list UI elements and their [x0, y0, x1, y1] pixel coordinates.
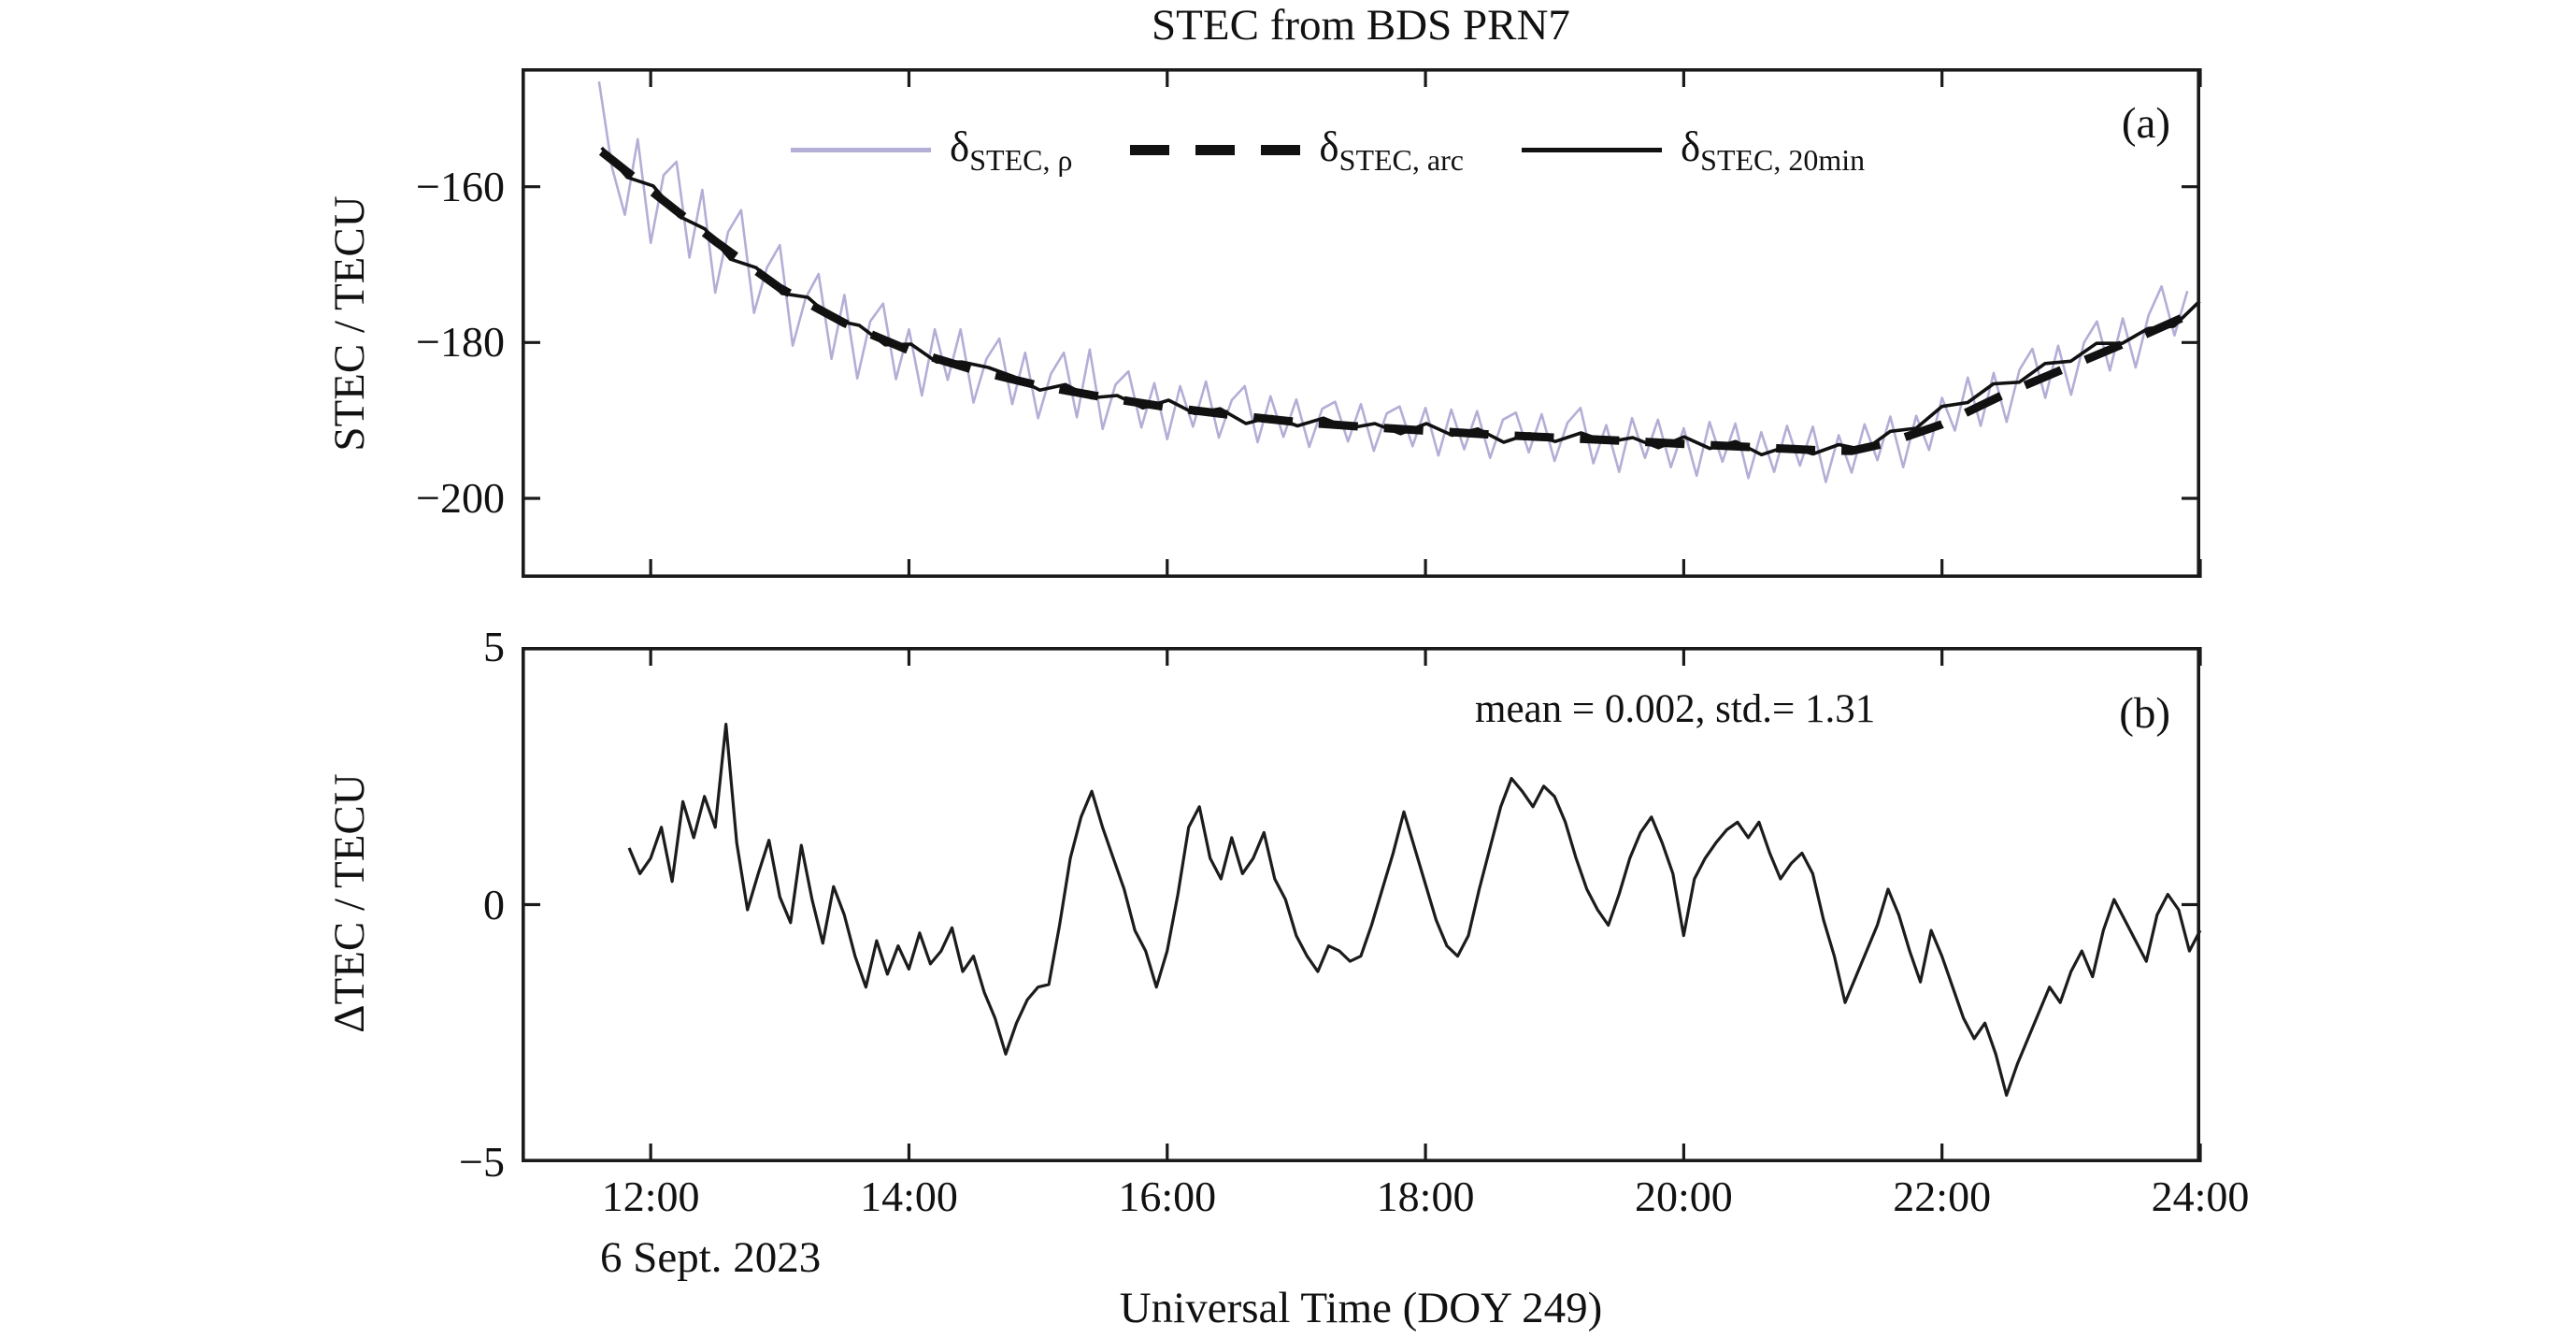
y-tick-label: −180: [416, 318, 505, 367]
x-tick-label: 14:00: [860, 1173, 958, 1220]
y-tick-label: −200: [416, 474, 505, 522]
series-line--stec-arc: [598, 148, 2202, 455]
x-tick-label: 24:00: [2151, 1173, 2250, 1220]
panel-b-label: (b): [2119, 689, 2170, 738]
legend-line-sample-black-dashed: [1130, 145, 1301, 155]
stats-annotation: mean = 0.002, std.= 1.31: [1475, 687, 1876, 731]
legend-item: δSTEC, arc: [1130, 122, 1464, 178]
legend-item: δSTEC, ρ: [791, 122, 1072, 178]
x-tick-label: 12:00: [601, 1173, 700, 1220]
y-tick-label: 5: [483, 623, 505, 670]
legend-label: δSTEC, 20min: [1680, 123, 1866, 177]
legend-label: δSTEC, ρ: [950, 123, 1073, 177]
page-title: STEC from BDS PRN7: [1152, 1, 1570, 50]
legend: δSTEC, ρ δSTEC, arc δSTEC, 20min: [791, 122, 1865, 178]
panel-b-plot: [521, 646, 2202, 1163]
legend-item: δSTEC, 20min: [1521, 122, 1866, 178]
panel-a: δSTEC, ρ δSTEC, arc δSTEC, 20min (a): [521, 67, 2202, 579]
series-line--tec: [627, 722, 2202, 1097]
x-tick-label: 18:00: [1376, 1173, 1475, 1220]
date-annotation: 6 Sept. 2023: [600, 1233, 822, 1282]
series-line--stec-20min: [600, 146, 2201, 457]
y-tick-label: 0: [483, 880, 505, 928]
legend-label: δSTEC, arc: [1319, 123, 1464, 177]
y-tick-label: −5: [459, 1138, 505, 1186]
panel-a-plot: [521, 67, 2202, 579]
x-axis-label: Universal Time (DOY 249): [1119, 1284, 1603, 1332]
plot-frame: [521, 646, 2201, 1163]
y-tick-label: −160: [416, 162, 505, 210]
legend-line-sample-lavender-solid: [791, 148, 931, 152]
plot-frame: [521, 67, 2201, 579]
x-tick-labels: 12:00 14:00 16:00 18:00 20:00 22:00 24:00: [522, 1171, 2250, 1227]
panel-b: mean = 0.002, std.= 1.31 (b): [521, 646, 2202, 1163]
x-tick-label: 22:00: [1893, 1173, 1992, 1220]
x-tick-label: 20:00: [1634, 1173, 1733, 1220]
panel-a-label: (a): [2121, 99, 2170, 148]
x-tick-label: 16:00: [1118, 1173, 1217, 1220]
legend-line-sample-black-solid: [1521, 148, 1662, 152]
